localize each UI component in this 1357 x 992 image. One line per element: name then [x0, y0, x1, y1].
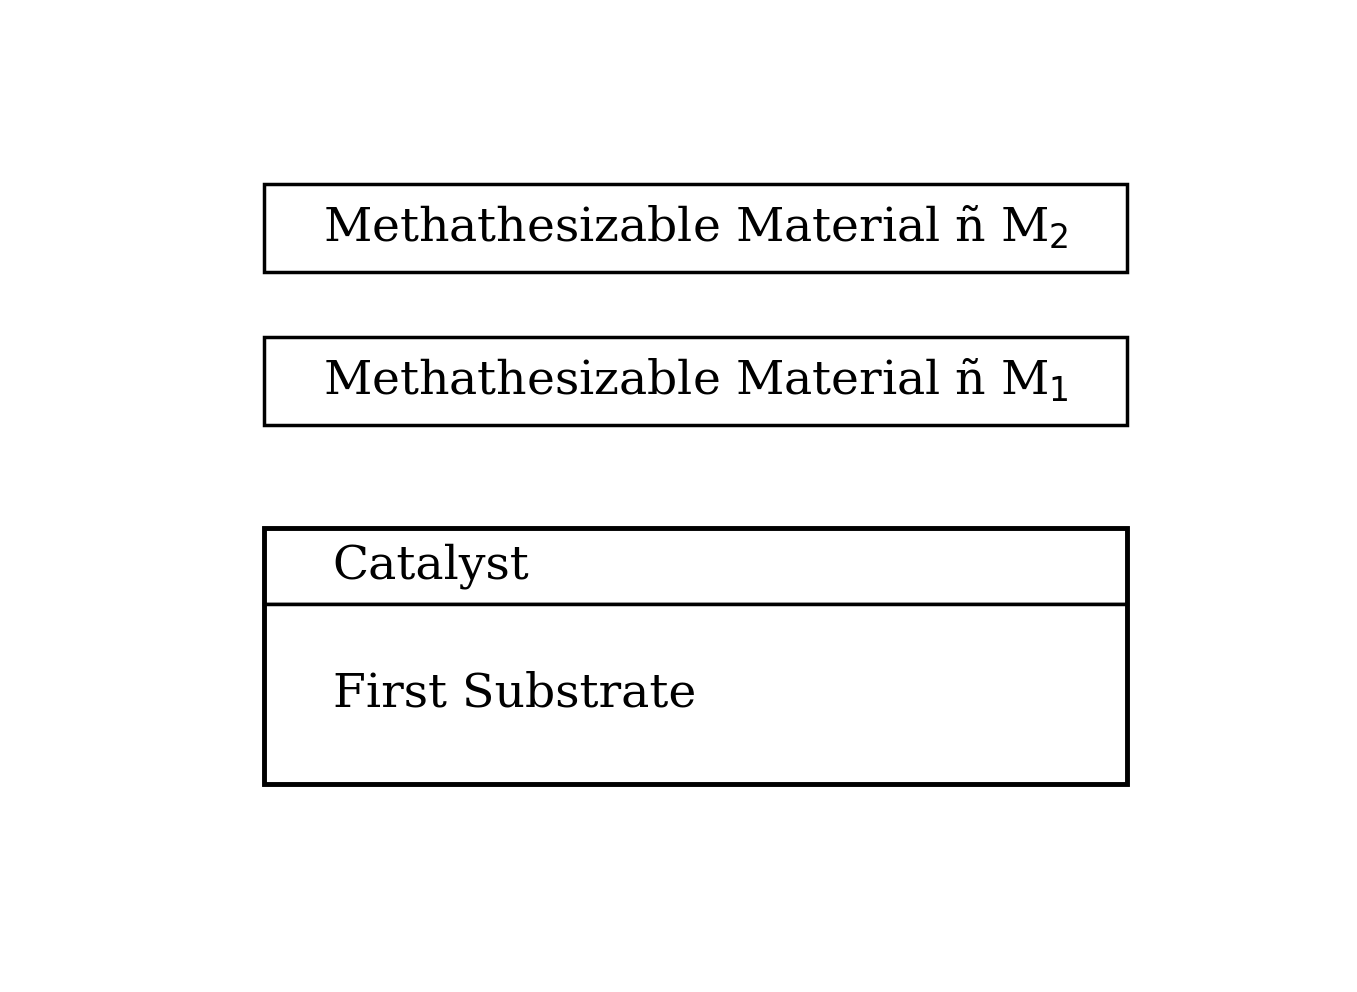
Bar — [265, 604, 1126, 784]
Text: Methathesizable Material ñ M$_{2}$: Methathesizable Material ñ M$_{2}$ — [323, 203, 1068, 251]
Text: Catalyst: Catalyst — [332, 543, 529, 589]
Bar — [265, 528, 1126, 604]
Bar — [265, 336, 1126, 425]
Bar — [265, 184, 1126, 272]
Text: First Substrate: First Substrate — [332, 672, 696, 717]
Text: Methathesizable Material ñ M$_{1}$: Methathesizable Material ñ M$_{1}$ — [323, 356, 1068, 404]
Bar — [265, 528, 1126, 784]
